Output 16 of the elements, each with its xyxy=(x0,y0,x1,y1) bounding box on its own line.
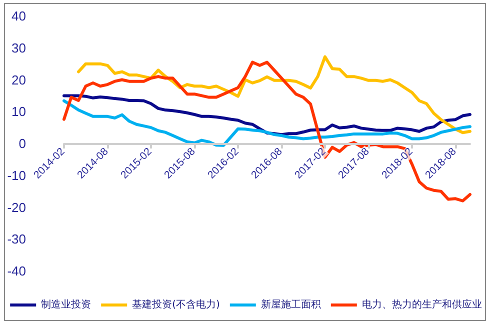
y-tick-label: 40 xyxy=(12,8,26,24)
y-tick-label: -30 xyxy=(7,232,26,247)
legend-label: 电力、热力的生产和供应业 xyxy=(362,298,482,310)
line-series xyxy=(77,55,472,134)
legend-label: 新屋施工面积 xyxy=(260,298,321,310)
y-tick-label: 20 xyxy=(12,72,26,88)
y-tick-label: 10 xyxy=(12,104,26,120)
y-tick-label: -40 xyxy=(7,264,26,278)
line-series xyxy=(62,99,472,147)
line-series xyxy=(62,94,472,136)
y-tick-label: -20 xyxy=(7,200,26,215)
legend-label: 基建投资(不含电力) xyxy=(132,298,220,310)
y-tick-label: -10 xyxy=(7,168,26,183)
y-tick-label: 0 xyxy=(18,136,26,151)
legend-label: 制造业投资 xyxy=(41,298,92,310)
y-tick-label: 30 xyxy=(12,40,26,56)
